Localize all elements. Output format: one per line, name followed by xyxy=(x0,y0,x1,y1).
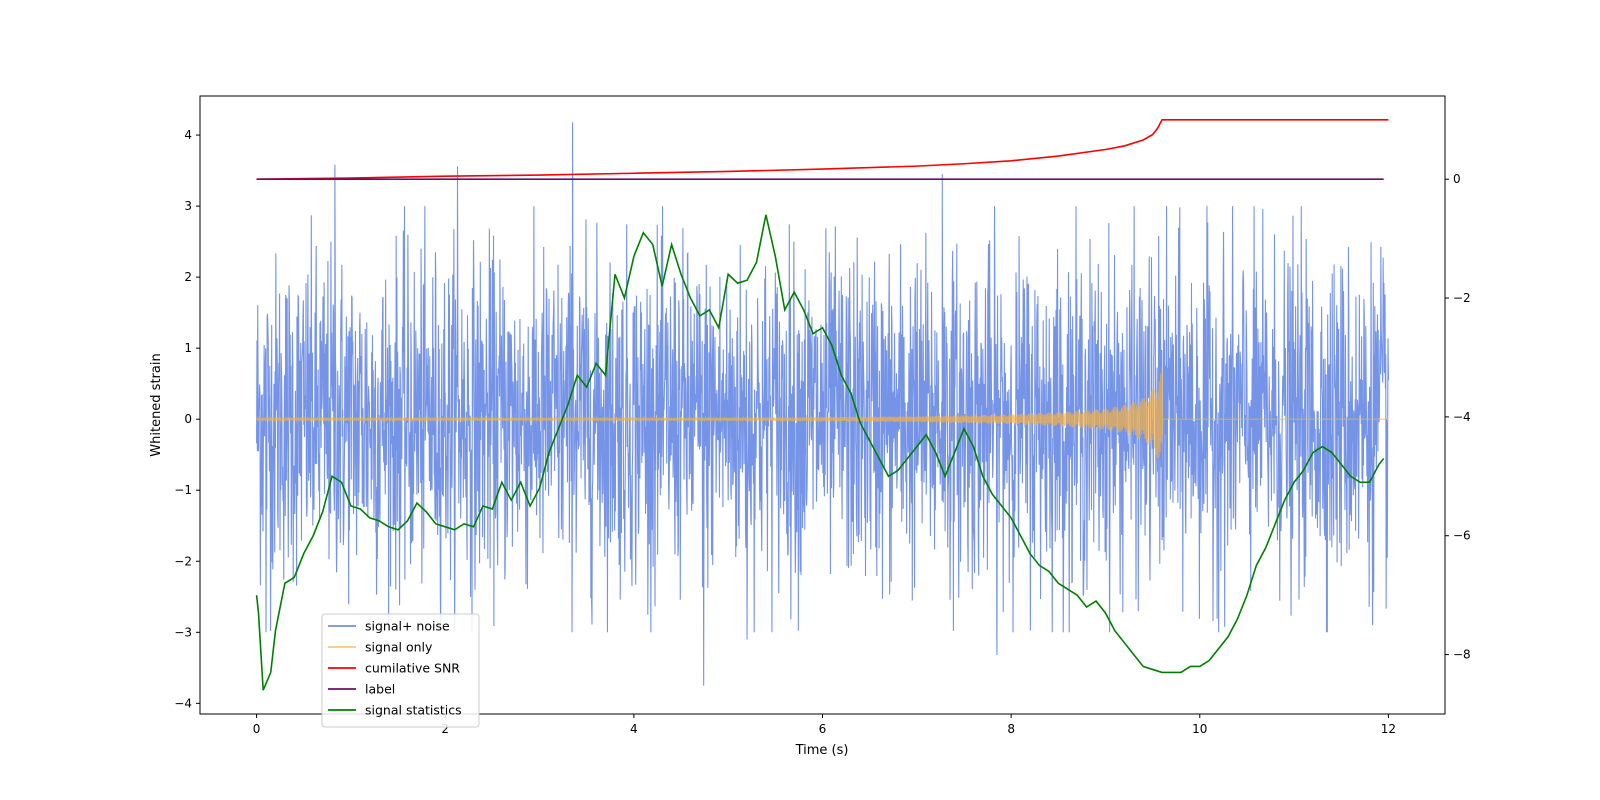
y-right-tick-label: 0 xyxy=(1453,172,1461,186)
series-layer xyxy=(255,118,1389,691)
legend: signal+ noise signal only cumilative SNR la… xyxy=(321,613,480,728)
legend-entry-label: signal statistics xyxy=(365,703,462,718)
y-left-tick-label: −4 xyxy=(174,696,192,710)
y-right-tick-label: −2 xyxy=(1453,291,1471,305)
x-axis-label: Time (s) xyxy=(795,743,849,758)
x-tick-label: 8 xyxy=(1007,722,1015,736)
x-tick-label: 2 xyxy=(441,722,449,736)
series-signal-noise-line xyxy=(256,122,1389,686)
legend-entry-label: cumilative SNR xyxy=(365,661,460,676)
x-tick-label: 0 xyxy=(253,722,261,736)
x-tick-label: 12 xyxy=(1381,722,1396,736)
series-signal-statistics-line xyxy=(255,214,1385,691)
y-axis-left-label: Whitened strain xyxy=(149,353,164,456)
series-cumilative-snr-line xyxy=(256,118,1389,180)
y-left-tick-label: −1 xyxy=(174,483,192,497)
y-right-tick-label: −8 xyxy=(1453,648,1471,662)
y-axis-right: 0 −2 −4 −6 −8 xyxy=(1445,172,1471,662)
x-tick-label: 6 xyxy=(819,722,827,736)
y-left-tick-label: −2 xyxy=(174,554,192,568)
x-tick-label: 4 xyxy=(630,722,638,736)
y-left-tick-label: 0 xyxy=(184,412,192,426)
legend-entry-label: signal only xyxy=(365,640,433,655)
y-left-tick-label: 2 xyxy=(184,270,192,284)
legend-box xyxy=(321,613,480,728)
y-left-tick-label: 3 xyxy=(184,199,192,213)
y-left-tick-label: 4 xyxy=(184,128,192,142)
plot-area xyxy=(199,95,1446,715)
y-left-tick-label: −3 xyxy=(174,625,192,639)
x-tick-label: 10 xyxy=(1192,722,1207,736)
legend-entry-label: label xyxy=(365,682,395,697)
legend-entry-label: signal+ noise xyxy=(365,619,450,634)
y-right-tick-label: −4 xyxy=(1453,410,1471,424)
y-axis-left: 4 3 2 1 0 −1 −2 −3 −4 xyxy=(174,128,200,710)
y-left-tick-label: 1 xyxy=(184,341,192,355)
y-right-tick-label: −6 xyxy=(1453,529,1471,543)
series-signal-only-line xyxy=(256,369,1389,459)
